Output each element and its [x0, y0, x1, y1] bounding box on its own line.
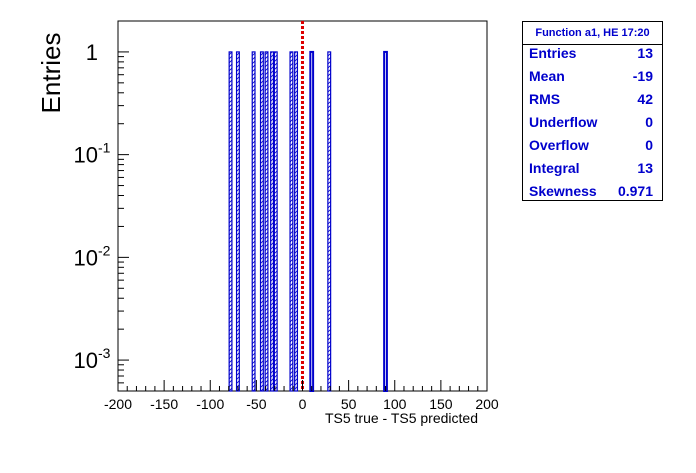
stats-title: Function a1, HE 17:20 [523, 22, 662, 45]
histogram-bar [273, 51, 278, 392]
stats-value: 13 [637, 160, 653, 176]
histogram-bar [270, 51, 275, 392]
histogram-bar [327, 51, 332, 392]
stats-value: -19 [632, 68, 653, 84]
x-tick-label: -100 [196, 396, 224, 412]
y-tick-exponent: -1 [98, 140, 111, 156]
stats-value: 0 [645, 114, 653, 130]
histogram-bar [264, 51, 269, 392]
histogram-bar [251, 51, 256, 392]
stats-label: Integral [529, 160, 580, 176]
stats-row-integral: Integral 13 [523, 160, 662, 182]
stats-label: Underflow [529, 114, 598, 130]
x-tick-label: -150 [150, 396, 178, 412]
y-tick-label: 10 [74, 348, 98, 373]
stats-label: Entries [529, 45, 577, 61]
stats-label: Skewness [529, 183, 597, 199]
histogram-bar [294, 51, 299, 392]
stats-row-skewness: Skewness 0.971 [523, 183, 662, 205]
stats-row-mean: Mean -19 [523, 68, 662, 90]
stats-value: 13 [637, 45, 653, 61]
x-tick-label: 50 [341, 396, 357, 412]
histogram-bar [259, 51, 264, 392]
x-axis-label: TS5 true - TS5 predicted [325, 410, 478, 426]
histogram-bar [289, 51, 294, 392]
x-axis-ticks: -200 -150 -100 -50 0 50 100 150 200 [104, 380, 499, 412]
stats-box: Function a1, HE 17:20 Entries 13 Mean -1… [522, 21, 663, 201]
stats-value: 0 [645, 137, 653, 153]
x-tick-label: -200 [104, 396, 132, 412]
stats-label: RMS [529, 91, 561, 107]
histogram-bar [228, 51, 233, 392]
stats-label: Overflow [529, 137, 589, 153]
y-tick-exponent: -3 [98, 345, 111, 361]
stats-value: 42 [637, 91, 653, 107]
stats-row-rms: RMS 42 [523, 91, 662, 113]
histogram-bar [309, 50, 315, 392]
x-tick-label: 0 [299, 396, 307, 412]
y-tick-label: 10 [74, 245, 98, 270]
histogram-bar [235, 51, 240, 392]
x-tick-label: -50 [246, 396, 266, 412]
x-tick-label: 100 [383, 396, 407, 412]
stats-row-underflow: Underflow 0 [523, 114, 662, 136]
y-axis-label: Entries [36, 33, 66, 114]
y-tick-label: 10 [74, 143, 98, 168]
x-tick-label: 200 [475, 396, 499, 412]
x-tick-label: 150 [429, 396, 453, 412]
stats-label: Mean [529, 68, 565, 84]
y-axis-ticks: 110-110-210-3 [74, 20, 129, 392]
stats-row-overflow: Overflow 0 [523, 137, 662, 159]
histogram-bars [228, 50, 388, 392]
histogram-bar [383, 50, 388, 392]
y-tick-exponent: -2 [98, 242, 111, 258]
y-tick-label: 1 [86, 40, 98, 65]
stats-row-entries: Entries 13 [523, 45, 662, 67]
stats-value: 0.971 [617, 183, 653, 199]
